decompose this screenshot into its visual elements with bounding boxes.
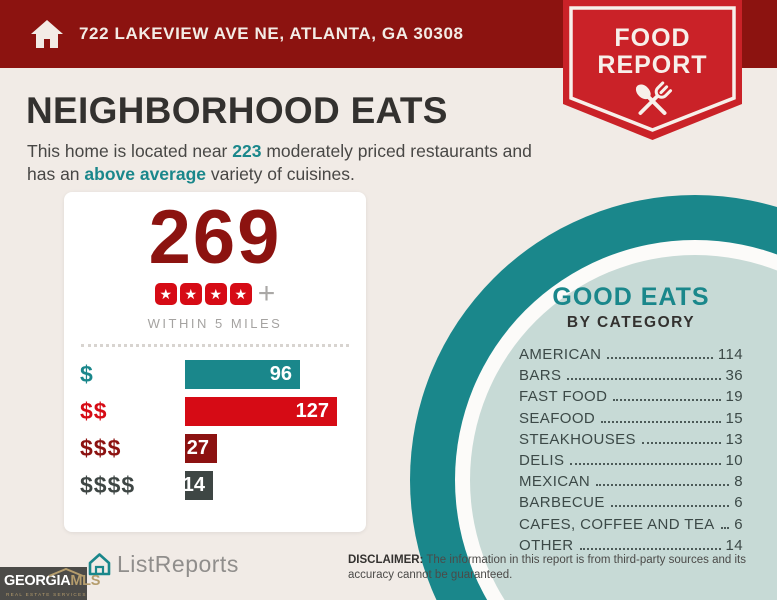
mls-tagline: REAL ESTATE SERVICES [6,591,87,597]
dotted-leader [610,505,730,508]
bar-row: $$$$ 14 [80,471,366,500]
category-name: FAST FOOD [519,388,608,406]
category-row: BARBECUE 6 [519,494,743,515]
total-restaurants: 269 [148,195,282,280]
plus-sign: + [257,277,276,310]
category-name: OTHER [519,536,574,554]
bar-row: $$ 127 [80,397,366,426]
home-icon [31,20,63,48]
category-row: MEXICAN 8 [519,473,743,494]
badge-line1: FOOD [614,24,690,52]
category-value: 10 [725,451,743,469]
restaurant-count: 223 [232,141,262,161]
bar: 96 [185,360,300,389]
dotted-leader [596,484,730,487]
category-name: CAFES, COFFEE AND TEA [519,515,715,533]
star-icon: ★ [204,283,227,305]
bar-value: 96 [269,363,292,385]
bar: 127 [185,397,337,426]
category-row: STEAKHOUSES 13 [519,431,743,452]
bar-value: 14 [182,474,205,496]
intro-text: This home is located near 223 moderately… [27,140,559,186]
category-name: MEXICAN [519,473,591,491]
category-row: BARS 36 [519,367,743,388]
category-value: 13 [725,430,743,448]
good-eats-section: GOOD EATS BY CATEGORY AMERICAN 114 BARS 36 F… [519,283,743,558]
category-name: STEAKHOUSES [519,430,636,448]
badge-inner-border [569,6,736,132]
bar-label: $$$$ [80,472,136,498]
category-value: 6 [734,515,743,533]
dotted-divider [81,344,349,347]
mls-roof-icon [48,568,84,577]
dotted-leader [720,526,730,529]
radius-label: WITHIN 5 MILES [147,316,283,331]
category-name: DELIS [519,451,565,469]
category-value: 6 [734,494,743,512]
dotted-leader [567,378,721,381]
category-value: 19 [725,388,743,406]
listreports-logo: ListReports [86,551,239,578]
category-value: 114 [717,346,743,363]
bar-label: $ [80,361,94,387]
page-title: NEIGHBORHOOD EATS [26,90,448,131]
bar: 27 [185,434,217,463]
intro-mid: moderately priced restaurants and has an [27,141,532,185]
intro-post: variety of cuisines. [206,164,355,185]
good-eats-subtitle: BY CATEGORY [566,314,696,331]
category-row: FAST FOOD 19 [519,388,743,409]
intro-pre: This home is located near [27,141,233,161]
disclaimer: DISCLAIMER: The information in this repo… [348,553,752,583]
badge-line2: REPORT [597,51,707,79]
price-bar-chart: $96 $$ 127 $$$ 27 $$$$ 14 [64,360,366,500]
disclaimer-label: DISCLAIMER: [348,554,424,566]
bar-label: $$$ [80,435,122,461]
listreports-house-icon [88,553,111,576]
category-value: 8 [734,473,743,491]
category-row: CAFES, COFFEE AND TEA 6 [519,516,743,537]
mls-wordmark-mls: MLS [70,573,101,589]
category-row: SEAFOOD 15 [519,410,743,431]
badge-shape [563,0,742,140]
utensils-icon [635,81,673,116]
category-name: BARS [519,367,562,385]
restaurant-stats-card: 269 ★ ★ ★ ★ + WITHIN 5 MILES $96 $$ 127 $$$ 27 $… [64,192,366,532]
category-list: AMERICAN 114 BARS 36 FAST FOOD 19 SEAFOOD 15 STE… [519,346,743,558]
category-row: AMERICAN 114 [519,346,743,367]
intro-highlight: above average [84,164,207,185]
bar-label: $$ [80,398,108,424]
star-icon: ★ [179,283,202,305]
category-row: DELIS 10 [519,452,743,473]
dotted-leader [579,547,721,550]
georgia-mls-logo: GEORGIAMLS REAL ESTATE SERVICES [0,567,100,600]
dotted-leader [601,420,721,423]
bar-row: $96 [80,360,366,389]
category-value: 36 [725,367,743,385]
dotted-leader [641,441,721,444]
bar: 14 [182,471,213,500]
star-icon: ★ [229,283,252,305]
category-value: 15 [725,409,743,427]
dotted-leader [607,357,713,359]
category-value: 14 [725,536,743,554]
star-icon: ★ [154,283,177,305]
bar-value: 127 [295,400,329,422]
category-name: AMERICAN [519,346,602,363]
dotted-leader [613,399,721,402]
category-name: SEAFOOD [519,409,596,427]
listreports-wordmark: ListReports [117,551,239,577]
mls-wordmark-georgia: GEORGIA [4,573,71,589]
mls-wordmark: GEORGIAMLS [4,573,100,590]
property-address: 722 LAKEVIEW AVE NE, ATLANTA, GA 30308 [79,24,464,43]
bar-value: 27 [186,437,209,459]
category-name: BARBECUE [519,494,605,512]
stars: ★ ★ ★ ★ [154,283,252,305]
bar-row: $$$ 27 [80,434,366,463]
dotted-leader [570,462,721,465]
good-eats-title: GOOD EATS [552,283,710,311]
star-rating: ★ ★ ★ ★ + [64,277,366,310]
food-report-badge: FOOD REPORT [563,0,742,142]
